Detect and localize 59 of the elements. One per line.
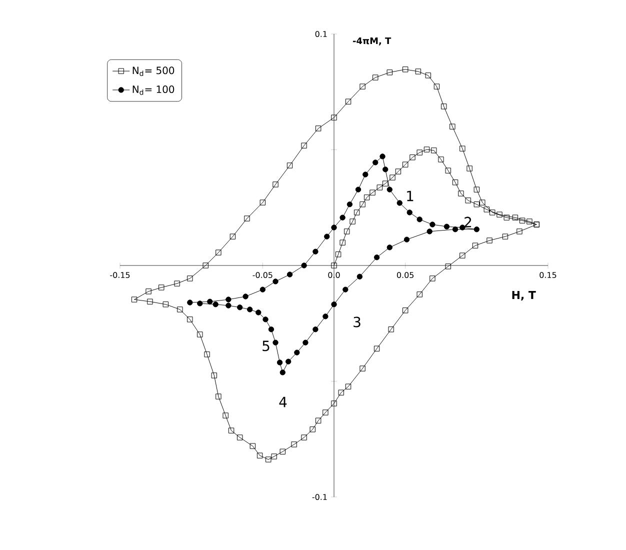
annotation: 4 [279, 396, 287, 408]
point [356, 274, 363, 280]
point [276, 360, 283, 366]
point [260, 286, 266, 292]
point [382, 166, 388, 172]
point [406, 210, 412, 216]
point [372, 160, 378, 166]
point [386, 186, 392, 192]
point [286, 272, 293, 278]
point [226, 302, 232, 308]
point [460, 224, 466, 230]
legend-label: N$_{d}$= 100 [132, 86, 174, 95]
point [207, 298, 213, 304]
point [312, 326, 318, 332]
point [426, 228, 432, 234]
point [237, 304, 243, 310]
point [312, 248, 318, 254]
point [324, 234, 330, 240]
point [286, 358, 292, 364]
point [272, 340, 278, 346]
point [380, 154, 386, 160]
point [374, 254, 380, 260]
point [340, 214, 346, 220]
annotation: 5 [262, 340, 270, 352]
point [262, 316, 268, 322]
point [302, 340, 308, 346]
point [212, 302, 218, 308]
point [294, 350, 300, 356]
point [272, 278, 278, 284]
point [396, 200, 402, 206]
point [268, 326, 274, 332]
point [242, 294, 248, 300]
point [280, 370, 286, 376]
point [452, 226, 458, 232]
point [474, 226, 480, 232]
point [404, 236, 410, 242]
point [346, 202, 353, 208]
point [301, 262, 307, 268]
annotation: 2 [464, 216, 472, 228]
point [342, 286, 348, 292]
legend-label: N$_{d}$= 500 [132, 66, 174, 76]
point [355, 186, 362, 192]
point [246, 306, 253, 312]
point [226, 296, 232, 302]
x-axis-title: H, T [512, 291, 536, 301]
point [430, 222, 436, 228]
y-axis-title: -4πM, T [352, 38, 392, 46]
point [331, 224, 337, 230]
point [416, 216, 422, 222]
annotation: 1 [407, 190, 414, 202]
point [256, 310, 262, 316]
annotation: 3 [354, 316, 360, 328]
point [386, 244, 392, 250]
point [331, 302, 337, 308]
point [197, 300, 203, 306]
point [322, 314, 328, 320]
point [362, 172, 368, 178]
point [444, 224, 450, 230]
point [187, 300, 193, 306]
